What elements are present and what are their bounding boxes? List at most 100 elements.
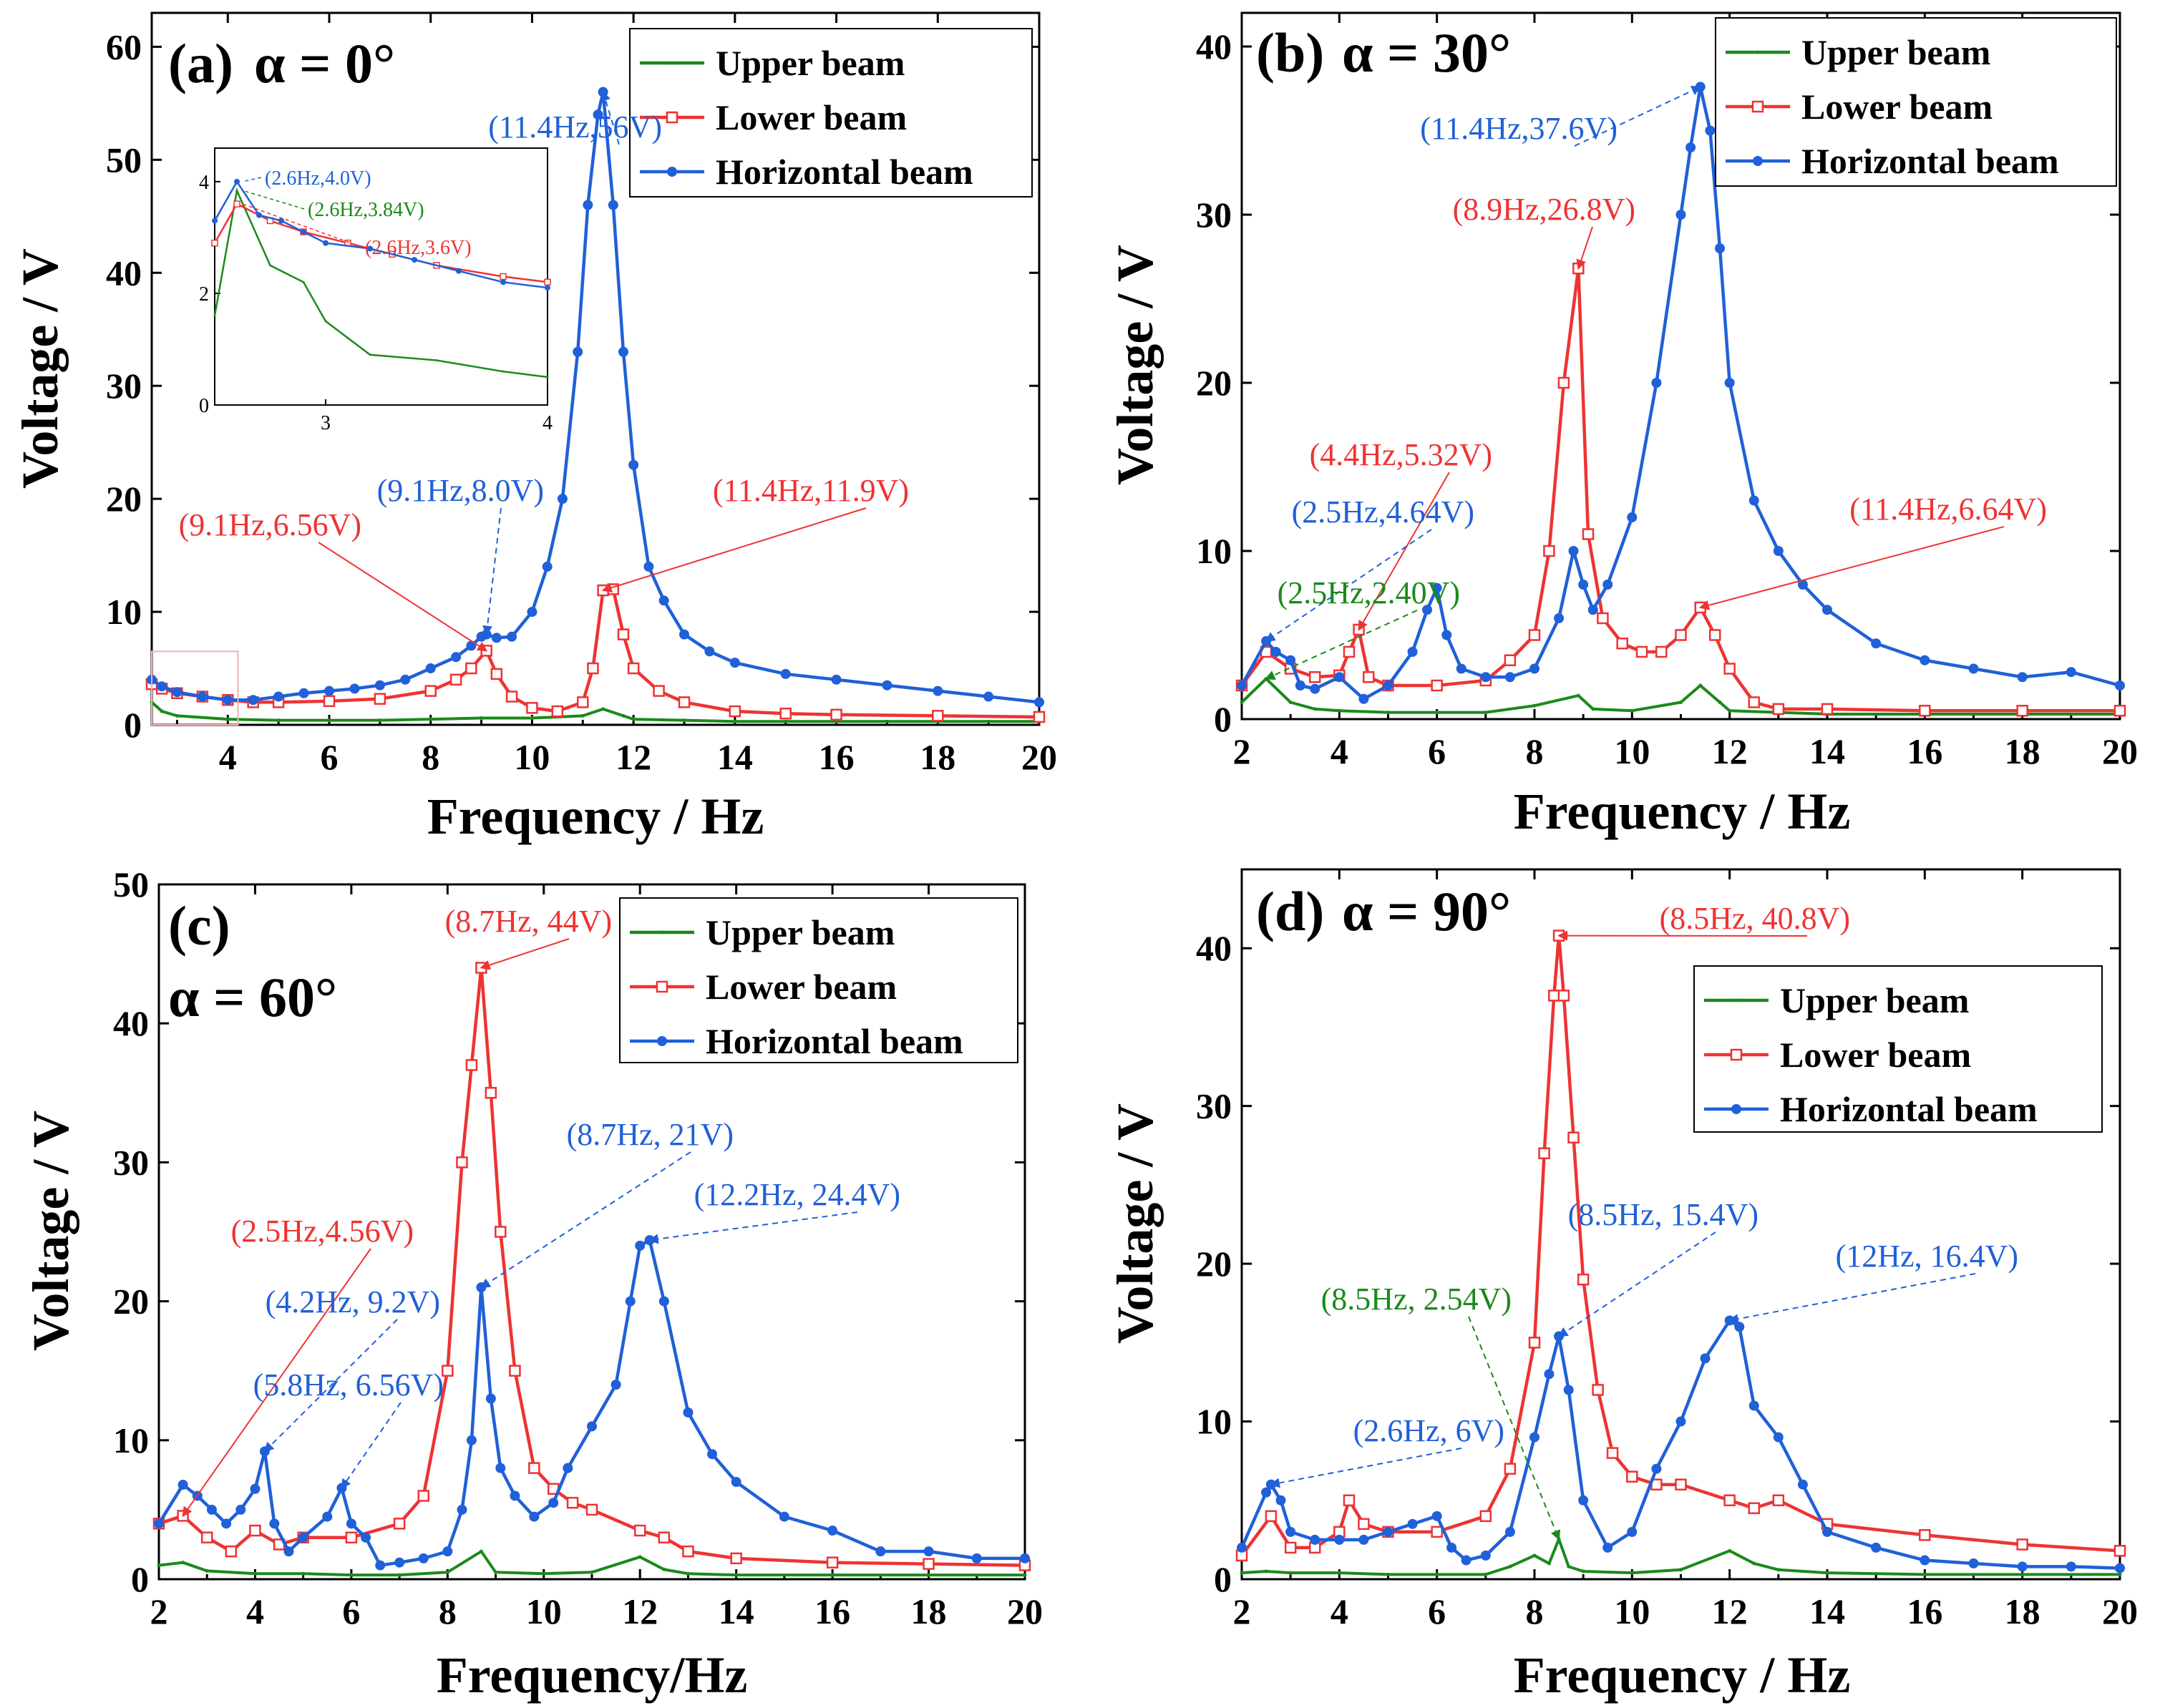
legend-box [619, 897, 1018, 1063]
inset-y-tick-label: 2 [199, 283, 209, 306]
chart-panel-3: 2 4 6 8 10 12 14 16 18 20 0 10 20 30 40 50 Frequency/Hz V… [22, 864, 1043, 1704]
data-point-lower [1362, 671, 1375, 683]
legend-marker-lower [656, 980, 668, 993]
annotation-arrow [1270, 1448, 1462, 1485]
data-point-lower [1557, 990, 1570, 1002]
panel-title-text: α = 30° [1342, 21, 1511, 84]
data-point-lower [1919, 1529, 1931, 1541]
data-point-lower [200, 1531, 213, 1543]
x-tick-label: 8 [1526, 731, 1544, 771]
data-point-upper [494, 1570, 498, 1574]
data-annotation: (5.8Hz, 6.56V) [253, 1367, 444, 1490]
annotation-arrowhead [1269, 1478, 1280, 1488]
y-tick-label: 0 [124, 705, 142, 745]
data-point-horizontal [923, 1546, 934, 1557]
y-tick-label: 20 [1196, 363, 1232, 403]
annotation-arrow [481, 938, 570, 969]
annotation-label: (4.4Hz,5.32V) [1310, 437, 1492, 472]
data-point-lower [1504, 1463, 1517, 1475]
data-point-lower [1479, 1510, 1492, 1523]
annotation-arrowhead [263, 1441, 275, 1453]
inset-series-upper [213, 187, 549, 379]
x-tick-label: 14 [1809, 731, 1845, 771]
data-point-horizontal [1724, 378, 1735, 388]
data-point-lower [1723, 663, 1736, 675]
legend-label-lower: Lower beam [716, 97, 907, 137]
annotation-arrowhead [480, 1278, 492, 1289]
data-point-horizontal [1358, 1534, 1369, 1545]
data-point-horizontal [1651, 1463, 1662, 1474]
data-point-horizontal [1920, 655, 1930, 665]
data-point-lower [627, 662, 640, 675]
data-annotation: (11.4Hz,56V) [488, 90, 662, 145]
data-point-upper [397, 1573, 402, 1577]
data-point-horizontal [587, 1421, 597, 1432]
data-point-upper [2118, 1572, 2122, 1576]
data-point-lower [1309, 671, 1321, 683]
annotation-label: (9.1Hz,8.0V) [377, 473, 544, 508]
series-line-lower [151, 587, 1040, 719]
data-point-horizontal [780, 668, 791, 679]
y-tick-label: 30 [1196, 195, 1232, 235]
data-point-horizontal [1627, 1526, 1638, 1537]
data-point-horizontal [394, 1557, 405, 1568]
annotation-arrowhead [1557, 1327, 1569, 1337]
annotation-label: (12Hz, 16.4V) [1836, 1239, 2018, 1274]
data-point-upper [1264, 1569, 1268, 1573]
y-tick-label: 10 [1196, 531, 1232, 571]
inset-chart: 3 4 0 2 4 (2.6Hz,4.0V) (2.6Hz,3.84V) (2.6Hz,3.6… [199, 147, 553, 434]
data-point-horizontal [1275, 1495, 1286, 1506]
data-point-lower [682, 1545, 694, 1558]
data-point-lower [729, 705, 741, 718]
data-point-horizontal [206, 1504, 217, 1515]
legend-label-upper: Upper beam [706, 912, 895, 952]
x-tick-label: 6 [342, 1591, 360, 1631]
x-axis-label: Frequency / Hz [427, 788, 764, 845]
annotation-arrow [1265, 610, 1418, 680]
data-point-horizontal [1261, 1487, 1272, 1498]
data-point-lower [1708, 629, 1721, 641]
annotation-label: (2.5Hz,2.40V) [1278, 575, 1460, 610]
data-point-horizontal [283, 1546, 294, 1557]
data-point-lower [465, 1059, 478, 1071]
data-point-horizontal [1237, 680, 1247, 690]
data-point-lower [1528, 1337, 1541, 1349]
data-point-upper [1922, 1572, 1927, 1576]
data-point-upper [590, 1570, 594, 1574]
data-point-lower [730, 1552, 742, 1565]
inset-frame [214, 147, 548, 406]
data-point-lower [1543, 545, 1555, 557]
panel-title-text: α = 90° [1342, 880, 1511, 942]
data-annotation: (8.5Hz, 2.54V) [1321, 1282, 1561, 1541]
x-tick-label: 8 [439, 1591, 457, 1631]
data-point-horizontal [374, 680, 385, 690]
data-point-lower [1431, 1526, 1443, 1538]
data-point-horizontal [1602, 580, 1613, 590]
x-tick-label: 18 [2005, 1591, 2040, 1631]
data-point-lower [587, 662, 599, 675]
series-line-upper [150, 701, 1039, 723]
data-point-lower [1033, 711, 1046, 723]
data-point-horizontal [1773, 1432, 1784, 1443]
inset-point-horizontal [500, 279, 506, 286]
inset-annotation-arrow [242, 177, 262, 182]
data-point-horizontal [1504, 672, 1515, 683]
data-annotation: (9.1Hz,8.0V) [377, 473, 544, 636]
data-point-horizontal [1431, 1511, 1442, 1521]
data-point-upper [621, 713, 626, 718]
x-tick-label: 20 [1021, 737, 1057, 777]
y-tick-label: 30 [1196, 1086, 1232, 1126]
data-annotation: (8.5Hz, 15.4V) [1557, 1197, 1758, 1337]
data-point-horizontal [1700, 1353, 1711, 1364]
series-lower [1235, 262, 2126, 717]
data-point-horizontal [221, 1518, 232, 1529]
data-point-upper [157, 1563, 161, 1568]
legend-label-upper: Upper beam [1801, 32, 1990, 72]
annotation-label: (2.6Hz, 6V) [1353, 1413, 1504, 1448]
data-point-lower [1528, 629, 1541, 641]
data-point-horizontal [1797, 580, 1808, 590]
data-point-horizontal [361, 1532, 371, 1543]
inset-point-lower [544, 278, 551, 286]
data-point-upper [1679, 701, 1683, 704]
data-point-horizontal [466, 1435, 477, 1445]
